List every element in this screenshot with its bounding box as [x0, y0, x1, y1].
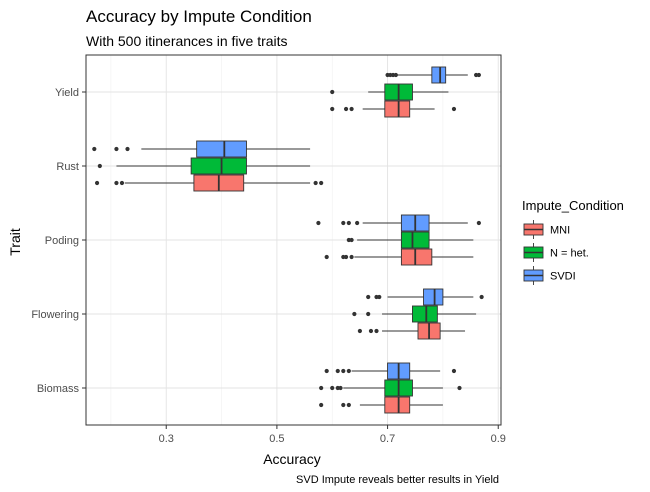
chart-title: Accuracy by Impute Condition	[86, 7, 312, 26]
outlier-point	[357, 328, 362, 334]
box-biomass-2	[324, 362, 457, 380]
outlier-point	[355, 220, 360, 226]
y-tick-label: Rust	[56, 161, 79, 173]
x-tick-label: 0.5	[269, 433, 284, 445]
box	[423, 288, 444, 306]
box	[384, 100, 411, 118]
outlier-point	[319, 385, 324, 391]
outlier-point	[316, 220, 321, 226]
outlier-point	[479, 294, 484, 300]
box-rust-0	[94, 174, 324, 192]
legend-key-1	[523, 243, 544, 262]
plot-panel	[85, 54, 502, 426]
outlier-point	[352, 311, 357, 317]
outlier-point	[125, 146, 130, 152]
outlier-point	[324, 254, 329, 260]
box-poding-2	[316, 214, 481, 232]
outlier-point	[119, 180, 125, 186]
outlier-point	[366, 311, 371, 317]
outlier-point	[377, 294, 382, 300]
outlier-point	[476, 220, 481, 226]
x-tick-label: 0.7	[380, 433, 395, 445]
box-biomass-1	[319, 379, 462, 397]
y-tick-label: Yield	[55, 87, 79, 99]
outlier-point	[338, 385, 343, 391]
outlier-point	[368, 328, 374, 334]
box	[431, 66, 447, 84]
outlier-point	[313, 180, 318, 186]
outlier-point	[457, 385, 462, 391]
box-flowering-0	[357, 322, 466, 340]
outlier-point	[319, 402, 324, 408]
outlier-point	[341, 368, 346, 374]
box-biomass-0	[319, 396, 443, 414]
box-yield-0	[330, 100, 457, 118]
y-tick-label: Biomass	[37, 383, 80, 395]
outlier-point	[92, 146, 97, 152]
x-tick-label: 0.3	[159, 433, 174, 445]
outlier-point	[393, 72, 398, 78]
y-axis-title: Trait	[7, 228, 23, 256]
legend-key-0	[523, 220, 544, 239]
box-flowering-1	[352, 305, 477, 323]
box-flowering-2	[366, 288, 484, 306]
outlier-point	[343, 106, 349, 112]
outlier-point	[343, 254, 349, 260]
x-axis-title: Accuracy	[263, 451, 321, 467]
outlier-point	[97, 163, 102, 169]
box	[384, 396, 411, 414]
x-tick-label: 0.9	[491, 433, 506, 445]
outlier-point	[335, 368, 340, 374]
outlier-point	[349, 254, 354, 260]
chart-subtitle: With 500 itinerances in five traits	[86, 33, 288, 49]
y-tick-label: Flowering	[31, 309, 79, 321]
y-tick-label: Poding	[45, 235, 79, 247]
outlier-point	[330, 385, 335, 391]
outlier-point	[341, 402, 346, 408]
outlier-point	[451, 106, 457, 112]
outlier-point	[330, 89, 335, 95]
outlier-point	[319, 180, 324, 186]
outlier-point	[374, 328, 379, 334]
legend-key-2	[523, 266, 544, 285]
box-poding-0	[324, 248, 474, 266]
outlier-point	[346, 402, 351, 408]
outlier-point	[114, 146, 119, 152]
x-axis: 0.3 0.5 0.7 0.9	[159, 425, 506, 445]
box-yield-2	[385, 66, 481, 84]
outlier-point	[476, 72, 481, 78]
outlier-point	[114, 180, 119, 186]
outlier-point	[366, 294, 371, 300]
legend-label-0: MNI	[550, 225, 570, 237]
outlier-point	[330, 106, 335, 112]
box-yield-1	[330, 83, 449, 101]
y-axis: Biomass Flowering Poding Rust Yield	[31, 87, 86, 395]
outlier-point	[346, 368, 351, 374]
legend-label-2: SVDI	[550, 271, 576, 283]
box-rust-1	[97, 157, 311, 175]
outlier-point	[349, 237, 354, 243]
outlier-point	[346, 220, 351, 226]
outlier-point	[324, 368, 329, 374]
legend: Impute_Condition MNI N = het. SVDI	[522, 198, 624, 285]
box	[190, 157, 247, 175]
box	[196, 140, 247, 158]
legend-label-1: N = het.	[550, 248, 589, 260]
box	[412, 305, 438, 323]
outlier-point	[349, 106, 354, 112]
outlier-point	[451, 368, 457, 374]
box-poding-1	[346, 231, 474, 249]
outlier-point	[94, 180, 100, 186]
box	[400, 231, 430, 249]
outlier-point	[341, 220, 346, 226]
box	[400, 248, 433, 266]
legend-title: Impute_Condition	[522, 198, 624, 213]
chart-caption: SVD Impute reveals better results in Yie…	[296, 474, 499, 486]
box-rust-2	[92, 140, 311, 158]
